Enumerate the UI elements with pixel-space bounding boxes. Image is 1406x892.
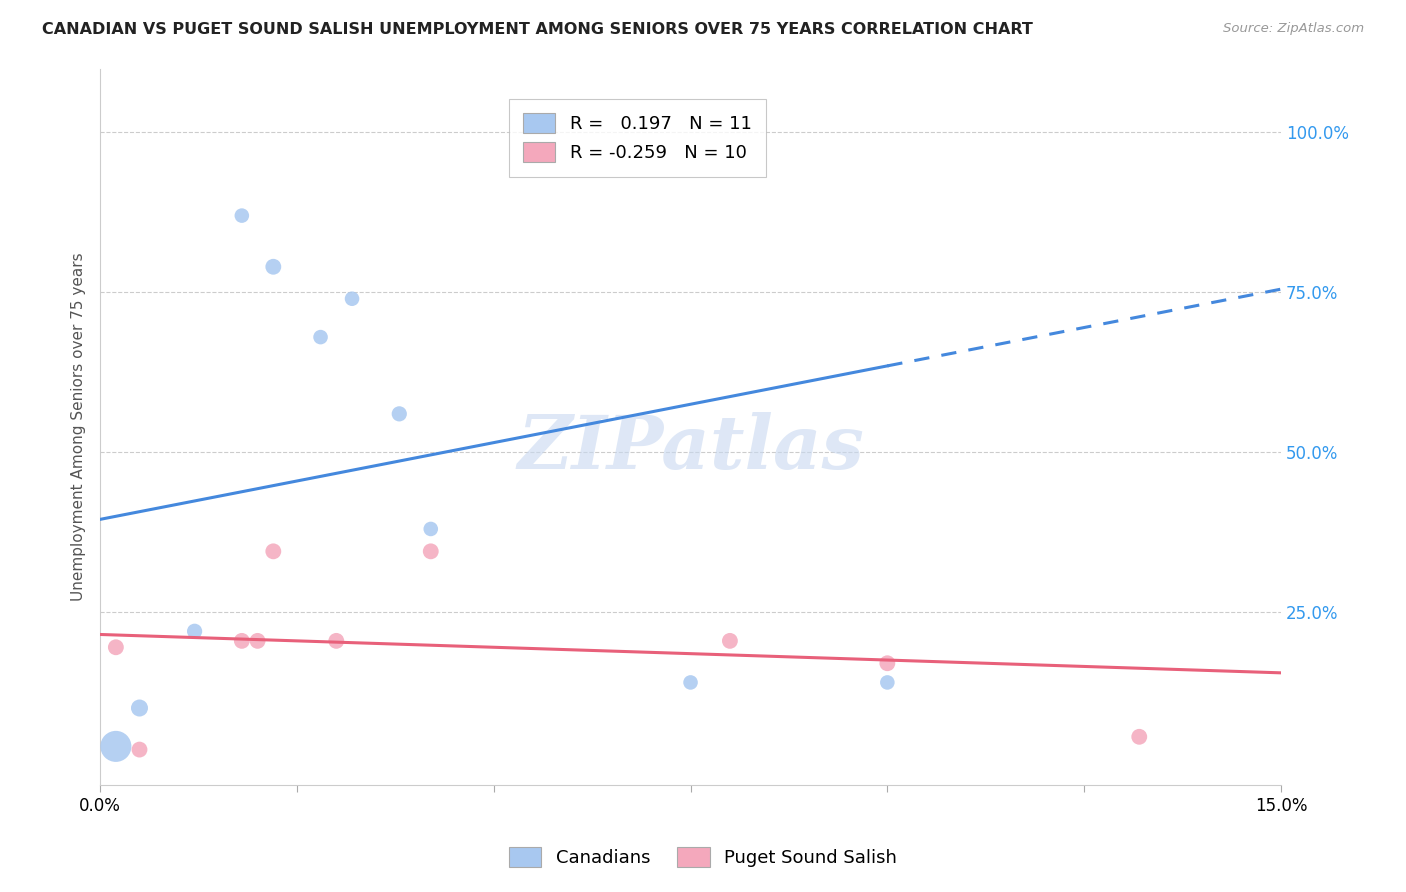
Point: [246, 633, 269, 648]
Point: [1128, 730, 1150, 744]
Point: [183, 624, 205, 639]
Point: [262, 544, 284, 558]
Point: [309, 330, 332, 344]
Point: [231, 209, 253, 223]
Point: [876, 657, 898, 671]
Point: [388, 407, 411, 421]
Point: [128, 701, 150, 715]
Point: [419, 522, 441, 536]
Point: [325, 633, 347, 648]
Point: [104, 640, 127, 655]
Point: [876, 675, 898, 690]
Legend: Canadians, Puget Sound Salish: Canadians, Puget Sound Salish: [502, 839, 904, 874]
Text: ZIPatlas: ZIPatlas: [517, 412, 863, 484]
Point: [128, 742, 150, 756]
Point: [340, 292, 363, 306]
Point: [262, 260, 284, 274]
Legend: R =   0.197   N = 11, R = -0.259   N = 10: R = 0.197 N = 11, R = -0.259 N = 10: [509, 99, 766, 177]
Point: [679, 675, 702, 690]
Point: [231, 633, 253, 648]
Point: [419, 544, 441, 558]
Text: CANADIAN VS PUGET SOUND SALISH UNEMPLOYMENT AMONG SENIORS OVER 75 YEARS CORRELAT: CANADIAN VS PUGET SOUND SALISH UNEMPLOYM…: [42, 22, 1033, 37]
Point: [718, 633, 741, 648]
Text: Source: ZipAtlas.com: Source: ZipAtlas.com: [1223, 22, 1364, 36]
Y-axis label: Unemployment Among Seniors over 75 years: Unemployment Among Seniors over 75 years: [72, 252, 86, 601]
Point: [104, 739, 127, 754]
